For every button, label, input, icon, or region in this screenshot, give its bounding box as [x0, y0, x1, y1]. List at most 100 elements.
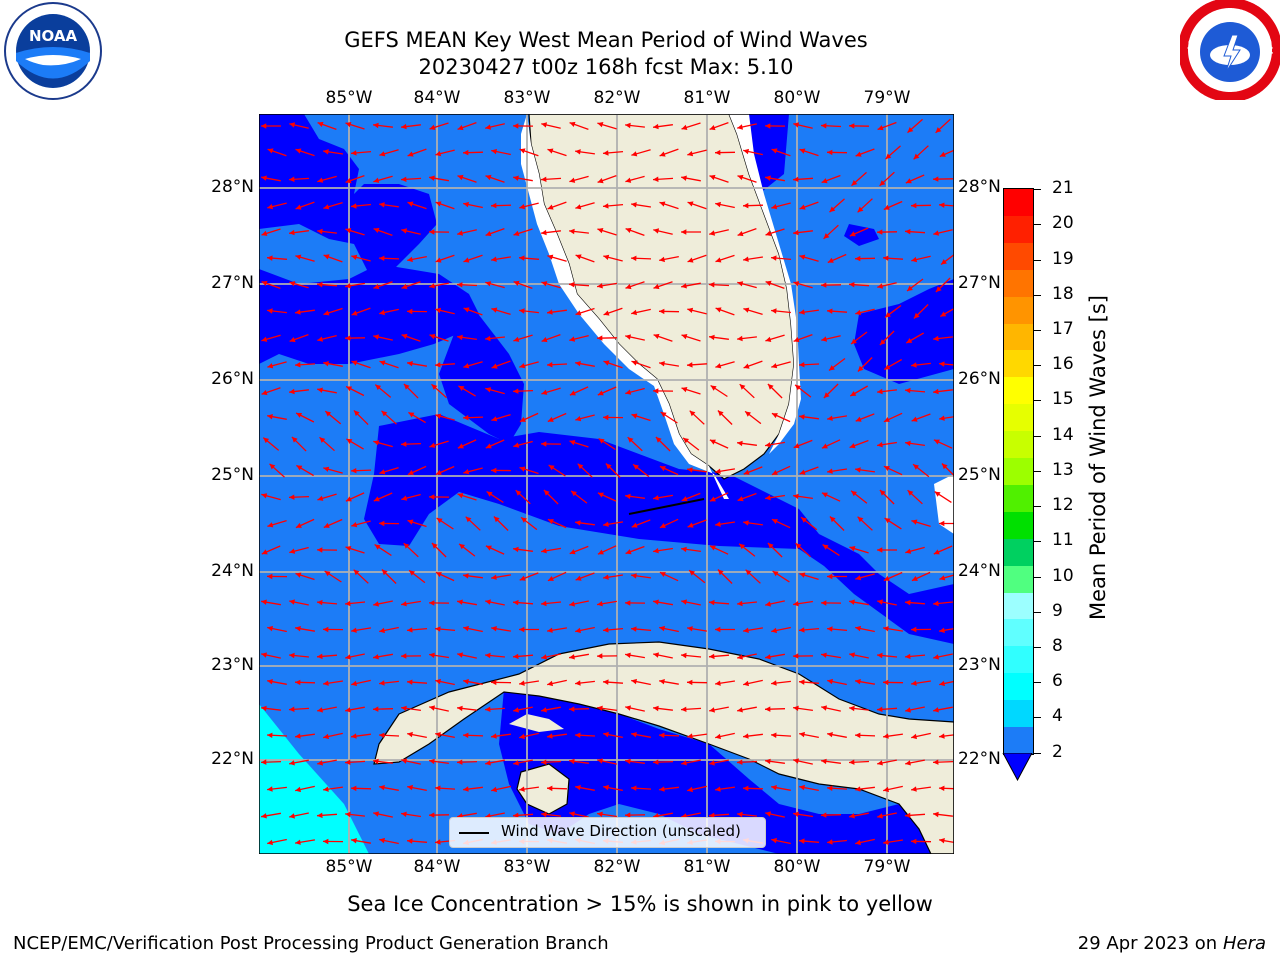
wave-direction-arrow [659, 201, 679, 210]
wave-direction-arrow [435, 678, 455, 686]
wave-direction-arrow [708, 282, 730, 288]
wave-direction-arrow [715, 361, 735, 369]
wave-direction-arrow [485, 652, 505, 659]
colorbar-segment [1004, 565, 1033, 594]
wave-direction-arrow [793, 122, 813, 129]
wave-direction-arrow [575, 414, 595, 422]
lat-label-left: 25°N [211, 465, 254, 485]
wave-direction-arrow [877, 812, 897, 819]
wave-direction-arrow [743, 520, 763, 526]
wave-direction-arrow [491, 360, 511, 369]
wave-direction-arrow [743, 679, 763, 687]
colorbar-tick-mark [1033, 189, 1041, 190]
lat-label-right: 23°N [958, 655, 1001, 675]
wave-direction-arrow [401, 705, 421, 712]
wave-direction-arrow [428, 600, 450, 606]
wave-direction-arrow [403, 542, 419, 558]
wave-direction-arrow [457, 652, 477, 659]
wave-direction-arrow [401, 493, 421, 501]
wave-direction-arrow [401, 811, 421, 818]
wave-direction-arrow [465, 516, 481, 531]
wave-direction-arrow [434, 785, 456, 791]
wave-direction-arrow [737, 123, 757, 130]
wave-direction-arrow [351, 254, 371, 262]
wave-direction-arrow [570, 490, 588, 504]
wave-direction-arrow [345, 492, 365, 502]
wave-direction-arrow [771, 785, 791, 791]
wave-direction-arrow [625, 227, 645, 237]
wave-direction-arrow [351, 733, 371, 739]
wave-direction-arrow [317, 228, 337, 235]
wave-direction-arrow [457, 705, 477, 712]
wave-direction-arrow [681, 229, 701, 235]
wave-direction-arrow [400, 441, 422, 447]
wave-direction-arrow [938, 785, 954, 791]
wave-direction-arrow [738, 543, 756, 557]
wave-direction-arrow [547, 412, 567, 423]
wave-direction-arrow [379, 202, 399, 208]
wave-direction-arrow [429, 334, 449, 342]
wave-direction-arrow [877, 388, 897, 395]
wave-direction-arrow [323, 254, 343, 263]
wave-direction-arrow [737, 174, 757, 183]
wave-direction-arrow [288, 706, 310, 712]
wave-direction-arrow [596, 653, 618, 659]
wave-direction-arrow [905, 174, 925, 184]
wave-direction-arrow [882, 626, 904, 632]
wave-direction-arrow [827, 678, 847, 686]
wave-direction-arrow [266, 732, 288, 738]
wave-direction-arrow [597, 122, 617, 130]
wave-direction-arrow [876, 229, 898, 235]
wave-direction-arrow [407, 465, 427, 476]
wave-direction-arrow [737, 335, 757, 342]
colorbar-tick-mark [1033, 224, 1041, 225]
wave-direction-arrow [373, 811, 393, 818]
wave-direction-arrow [793, 229, 813, 236]
lat-label-left: 22°N [211, 749, 254, 769]
wave-direction-arrow [431, 383, 447, 399]
wave-direction-arrow [379, 785, 399, 791]
wave-direction-arrow [261, 705, 281, 712]
colorbar-segment [1004, 619, 1033, 647]
wave-direction-arrow [933, 600, 953, 607]
wave-direction-arrow [288, 176, 310, 182]
wave-direction-arrow [267, 519, 287, 528]
wave-direction-arrow [289, 122, 309, 129]
wave-direction-arrow [373, 281, 393, 290]
wave-direction-arrow [717, 410, 733, 425]
wave-direction-arrow [910, 838, 932, 845]
colorbar-segment [1004, 215, 1033, 244]
wave-direction-arrow [288, 494, 310, 500]
wave-direction-arrow [631, 519, 651, 528]
wave-direction-arrow [603, 784, 623, 792]
wave-direction-arrow [879, 330, 895, 346]
wave-direction-arrow [765, 494, 785, 501]
wave-direction-arrow [681, 175, 701, 182]
wave-direction-arrow [905, 440, 925, 447]
wave-direction-arrow [883, 412, 903, 423]
wave-direction-arrow [596, 335, 618, 341]
wave-direction-arrow [463, 679, 483, 685]
wave-direction-arrow [261, 493, 281, 501]
wave-direction-arrow [793, 811, 813, 818]
wave-direction-arrow [267, 679, 287, 685]
wave-direction-arrow [351, 520, 371, 528]
wave-direction-arrow [793, 705, 813, 712]
wave-direction-arrow [765, 600, 785, 607]
wave-direction-arrow [829, 198, 845, 213]
wave-direction-arrow [463, 307, 483, 316]
wave-direction-arrow [434, 626, 456, 632]
wave-direction-arrow [353, 569, 369, 584]
wave-direction-arrow [905, 546, 925, 554]
wave-direction-arrow [855, 838, 875, 846]
wave-direction-arrow [827, 573, 847, 580]
wave-direction-arrow [519, 786, 539, 792]
wave-direction-arrow [659, 518, 679, 529]
wave-direction-arrow [938, 202, 954, 208]
wave-direction-arrow [659, 465, 679, 476]
wave-direction-arrow [512, 653, 534, 660]
wave-direction-arrow [491, 785, 511, 793]
wave-direction-arrow [912, 463, 930, 478]
wave-direction-arrow [597, 492, 617, 502]
wave-direction-arrow [289, 599, 309, 606]
